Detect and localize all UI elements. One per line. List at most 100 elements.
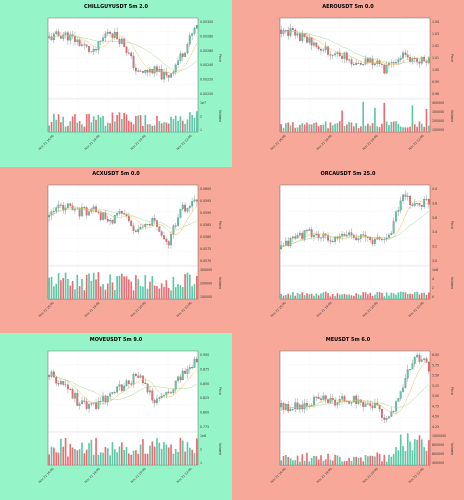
price-axis-label: Price [218,54,222,62]
volume-bar [409,126,411,132]
volume-bar [289,125,292,132]
candle-body [90,403,93,405]
volume-tick-label: 800000 [432,443,444,447]
volume-bar [313,295,315,299]
chart-svg: CHILLGUYUSDT 5m 2.0 0.00300 0.00280 0.00260… [38,4,222,151]
price-tick-label: 4.25 [432,425,439,429]
volume-bar [191,285,193,299]
candle-body [170,73,172,78]
candle-body [144,70,147,73]
candle-body [395,211,397,222]
candle-body [338,52,341,57]
volume-bar [364,291,367,299]
volume-bar [170,444,172,466]
volume-bar [118,275,121,299]
candle-body [177,217,179,226]
volume-bar [353,126,355,132]
candle-body [74,36,76,42]
volume-bar [416,126,418,132]
candle-body [392,220,395,234]
volume-bar [170,116,172,132]
volume-bar [392,454,395,466]
price-tick-label: 3.2 [432,244,437,248]
candle-body [402,52,404,59]
candle-body [50,371,53,378]
candle-body [144,383,147,385]
volume-bar [306,122,308,132]
candle-body [355,396,358,405]
candle-body [388,416,390,419]
price-tick-label: 1.00 [432,68,439,72]
volume-bar [50,121,53,132]
volume-bar [193,117,196,132]
candle-body [364,58,367,65]
candle-body [388,234,390,238]
candle-body [299,232,301,235]
candle-body [69,389,72,391]
candle-body [294,403,297,410]
ma-slow-line [49,208,197,230]
candle-body [374,403,376,409]
volume-bar [179,438,182,466]
candle-body [371,239,374,244]
candle-body [116,31,119,40]
volume-bar [132,451,135,466]
candle-body [156,399,158,404]
candle-body [416,202,419,204]
candle-body [388,63,390,66]
volume-tick-label: 1e6 [200,434,206,438]
volume-bar [360,126,362,132]
candle-body [399,200,402,211]
candle-body [427,362,430,372]
time-tick-label: Nov 21 18:00 [84,467,101,484]
candle-body [137,376,140,378]
candle-body [59,35,62,39]
time-tick-label: Nov 21 22:00 [176,300,193,317]
volume-bar [83,289,86,299]
volume-bar [186,119,189,132]
volume-bar [130,121,133,132]
candle-body [313,42,315,46]
candle-body [104,396,107,403]
volume-bar [308,293,311,299]
volume-bar [399,434,402,466]
candle-body [179,53,182,61]
candle-body [102,212,104,220]
candle-body [409,57,411,63]
candle-body [420,57,423,64]
volume-bar [142,125,144,132]
volume-axis-label: Volume [218,110,222,123]
candle-body [294,29,297,36]
candle-body [179,377,182,381]
candle-body [406,195,409,197]
volume-bar [378,291,381,299]
price-axis-label: Price [450,221,454,229]
volume-bar [362,101,365,132]
volume-bar [294,295,297,299]
candle-body [423,57,426,62]
candle-body [282,403,285,411]
volume-bar [404,292,407,299]
volume-bar [357,458,360,466]
volume-bar [413,439,416,466]
candle-body [165,238,168,242]
volume-bar [315,293,318,299]
volume-bar [174,449,177,466]
volume-bar [287,457,290,466]
volume-bar [399,126,402,132]
volume-bar [303,294,306,299]
price-tick-label: 0.900 [200,353,209,357]
volume-bar [357,293,360,299]
candle-body [334,400,336,406]
candle-body [170,392,172,394]
price-axis-label: Price [450,387,454,395]
candle-body [191,33,194,36]
volume-bar [385,292,388,299]
volume-bar [406,127,409,132]
volume-bar [146,454,149,466]
candle-body [149,390,151,393]
candle-body [287,404,290,412]
candle-body [76,393,79,407]
volume-bar [74,449,76,466]
candle-body [149,69,151,73]
